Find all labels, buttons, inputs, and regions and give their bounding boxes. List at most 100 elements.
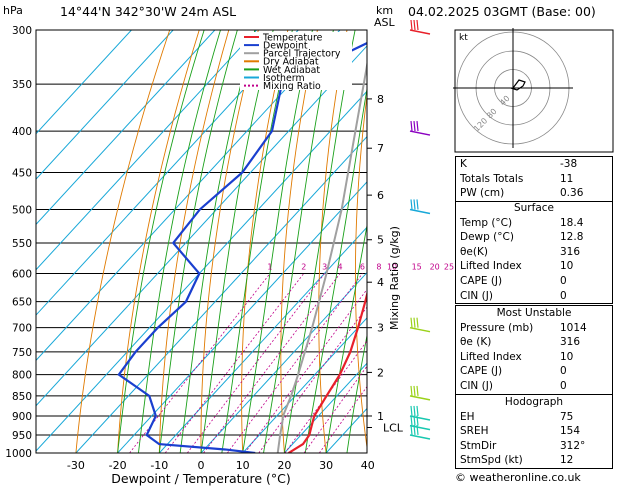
wind-barb xyxy=(409,424,431,431)
row-value: 10 xyxy=(560,350,574,363)
temperature-tick-label: 0 xyxy=(198,459,205,472)
wind-barb-flag xyxy=(410,19,413,31)
legend-label: Dewpoint xyxy=(263,41,308,52)
hodograph-trace xyxy=(510,79,526,91)
legend-label: Wet Adiabat xyxy=(263,65,320,76)
legend-label: Temperature xyxy=(262,32,323,43)
pressure-tick-label: 850 xyxy=(12,391,32,403)
km-label: km xyxy=(376,4,394,17)
hodograph-row: SREH 154 xyxy=(456,424,612,439)
km-tick-label: 2 xyxy=(377,366,384,379)
hodograph-frame xyxy=(454,29,614,153)
wind-barb-flag xyxy=(416,385,419,396)
mixing-ratio-line xyxy=(227,273,363,453)
mixing-ratio-label: 8 xyxy=(376,263,381,272)
mixing-ratio-axis-label: Mixing Ratio (g/kg) xyxy=(388,226,401,330)
temperature-tick-label: 40 xyxy=(361,459,375,472)
wind-barb-flag xyxy=(413,424,416,436)
plot-area xyxy=(36,30,451,453)
isotherm xyxy=(36,30,132,135)
dry-adiabat xyxy=(158,30,230,453)
hodograph-row: EH 75 xyxy=(456,410,612,425)
hpa-label: hPa xyxy=(3,4,23,17)
dry-adiabat xyxy=(354,91,367,451)
isotherm xyxy=(242,317,367,453)
credit: © weatheronline.co.uk xyxy=(455,471,581,484)
series-parcel-trajectory xyxy=(276,59,367,453)
row-label: CIN (J) xyxy=(460,379,493,392)
surface-row: Dewp (°C) 12.8 xyxy=(456,230,612,245)
km-tick-label: 6 xyxy=(377,189,384,202)
row-value: 0 xyxy=(560,365,567,378)
pressure-tick-label: 700 xyxy=(12,323,32,335)
km-tick-label: 7 xyxy=(377,142,384,155)
isotherm xyxy=(36,90,367,452)
isotherm xyxy=(117,181,367,453)
hodograph-kt-label: kt xyxy=(459,33,468,43)
row-value: 11 xyxy=(560,172,574,185)
hodograph-row: StmSpd (kt) 12 xyxy=(456,453,612,468)
wind-barb xyxy=(409,130,431,136)
row-label: Totals Totals xyxy=(460,172,524,185)
legend-label: Dry Adiabat xyxy=(263,57,319,68)
dry-adiabat xyxy=(117,30,200,453)
mixing-ratio-label: 6 xyxy=(360,263,365,272)
unstable-row: θe (K) 316 xyxy=(456,335,612,350)
wet-adiabat xyxy=(221,30,293,453)
wind-barb-flag xyxy=(410,385,413,396)
indices-panel: K -38 Totals Totals 11 PW (cm) 0.36 xyxy=(455,156,613,202)
row-value: 75 xyxy=(560,410,574,423)
temperature-tick-label: 10 xyxy=(236,459,250,472)
surface-row: θe(K) 316 xyxy=(456,245,612,260)
pressure-tick-label: 900 xyxy=(12,411,32,423)
mixing-ratio-label: 15 xyxy=(412,263,422,272)
pressure-tick-label: 650 xyxy=(12,297,32,309)
hodograph-title: Hodograph xyxy=(504,396,564,408)
unstable-row: Pressure (mb) 1014 xyxy=(456,321,612,336)
mixing-ratio-label: 25 xyxy=(444,263,454,272)
hodograph-panel: Hodograph EH 75 SREH 154 StmDir 312° StmSpd (k… xyxy=(455,394,613,469)
pressure-tick-label: 750 xyxy=(12,347,32,359)
wind-barb-flag xyxy=(413,415,416,426)
row-label: θe (K) xyxy=(460,336,492,349)
row-label: K xyxy=(460,158,467,170)
mixing-ratio-line xyxy=(244,288,367,453)
row-label: StmSpd (kt) xyxy=(460,454,523,467)
wind-barb-flag xyxy=(410,121,413,132)
pressure-tick-label: 1000 xyxy=(5,448,32,460)
temperature-tick-label: -30 xyxy=(67,459,85,472)
wind-barb-flag xyxy=(410,199,413,210)
unstable-row: CAPE (J) 0 xyxy=(456,364,612,379)
unstable-row: Lifted Index 10 xyxy=(456,350,612,365)
wind-barb-flag xyxy=(416,317,419,328)
isotherm xyxy=(36,45,367,407)
wet-adiabat xyxy=(117,30,205,453)
dry-adiabat xyxy=(425,30,451,453)
dry-adiabat xyxy=(75,30,171,453)
wind-barb xyxy=(409,415,431,421)
isotherm xyxy=(36,30,257,271)
wind-barb-flag xyxy=(410,405,413,417)
pressure-tick-label: 550 xyxy=(12,238,32,250)
unstable-row: CIN (J) 0 xyxy=(456,379,612,394)
pressure-tick-label: 800 xyxy=(12,370,32,382)
indices-row: PW (cm) 0.36 xyxy=(456,186,612,201)
row-label: CAPE (J) xyxy=(460,274,503,287)
asl-label: ASL xyxy=(374,16,395,29)
wet-adiabat xyxy=(304,86,367,453)
indices-row: Totals Totals 11 xyxy=(456,172,612,187)
mixing-ratio-label: 3 xyxy=(322,263,327,272)
temperature-tick-label: -10 xyxy=(150,459,168,472)
wind-barb-flag xyxy=(410,317,413,328)
row-value: 12.8 xyxy=(560,231,584,244)
row-value: 0 xyxy=(560,379,567,392)
row-value: 0.36 xyxy=(560,187,584,200)
wind-barb-flag xyxy=(413,317,416,328)
station-header: 14°44'N 342°30'W 24m ASL xyxy=(60,4,237,19)
wet-adiabat xyxy=(263,30,334,453)
wet-adiabat xyxy=(283,30,356,453)
row-label: θe(K) xyxy=(460,245,488,258)
mixing-ratio-label: 2 xyxy=(301,263,306,272)
hodograph-row: StmDir 312° xyxy=(456,439,612,454)
isotherm xyxy=(158,226,367,453)
